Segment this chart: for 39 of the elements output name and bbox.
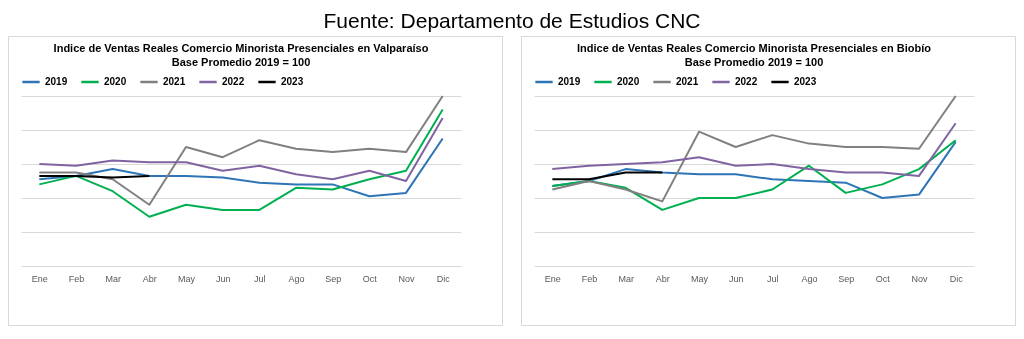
x-tick-label: Jul [767, 273, 779, 284]
legend-label: 2020 [617, 76, 640, 87]
legend-label: 2020 [104, 76, 127, 87]
x-tick-label: Dic [436, 273, 451, 284]
chart-title: Indice de Ventas Reales Comercio Minorista Presenciales en Valparaíso [53, 42, 429, 54]
x-tick-label: Mar [618, 273, 634, 284]
x-tick-label: Feb [581, 273, 598, 284]
x-tick-label: Nov [398, 273, 415, 284]
chart-title: Indice de Ventas Reales Comercio Minorista Presenciales en Biobío [577, 42, 932, 54]
chart-subtitle: Base Promedio 2019 = 100 [171, 56, 311, 68]
x-tick-label: Dic [949, 273, 964, 284]
legend-label: 2022 [735, 76, 758, 87]
x-tick-label: May [690, 273, 709, 284]
x-tick-label: Ago [288, 273, 305, 284]
x-tick-label: Mar [105, 273, 121, 284]
x-tick-label: Sep [838, 273, 855, 284]
x-tick-label: May [177, 273, 196, 284]
x-tick-label: Ago [801, 273, 818, 284]
x-tick-label: Nov [911, 273, 928, 284]
x-tick-label: Jul [254, 273, 266, 284]
x-tick-label: Feb [68, 273, 85, 284]
x-tick-label: Oct [875, 273, 891, 284]
legend-label: 2019 [45, 76, 68, 87]
legend-label: 2021 [676, 76, 699, 87]
legend-label: 2023 [794, 76, 817, 87]
legend-label: 2021 [163, 76, 186, 87]
x-tick-label: Abr [142, 273, 157, 284]
legend-label: 2019 [558, 76, 581, 87]
x-tick-label: Jun [728, 273, 744, 284]
legend-label: 2023 [281, 76, 304, 87]
x-tick-label: Oct [362, 273, 378, 284]
x-tick-label: Ene [31, 273, 48, 284]
x-tick-label: Jun [215, 273, 231, 284]
x-tick-label: Sep [325, 273, 342, 284]
source-note: Fuente: Departamento de Estudios CNC [322, 8, 702, 34]
x-tick-label: Abr [655, 273, 670, 284]
x-tick-label: Ene [544, 273, 561, 284]
legend-label: 2022 [222, 76, 245, 87]
chart-subtitle: Base Promedio 2019 = 100 [684, 56, 824, 68]
